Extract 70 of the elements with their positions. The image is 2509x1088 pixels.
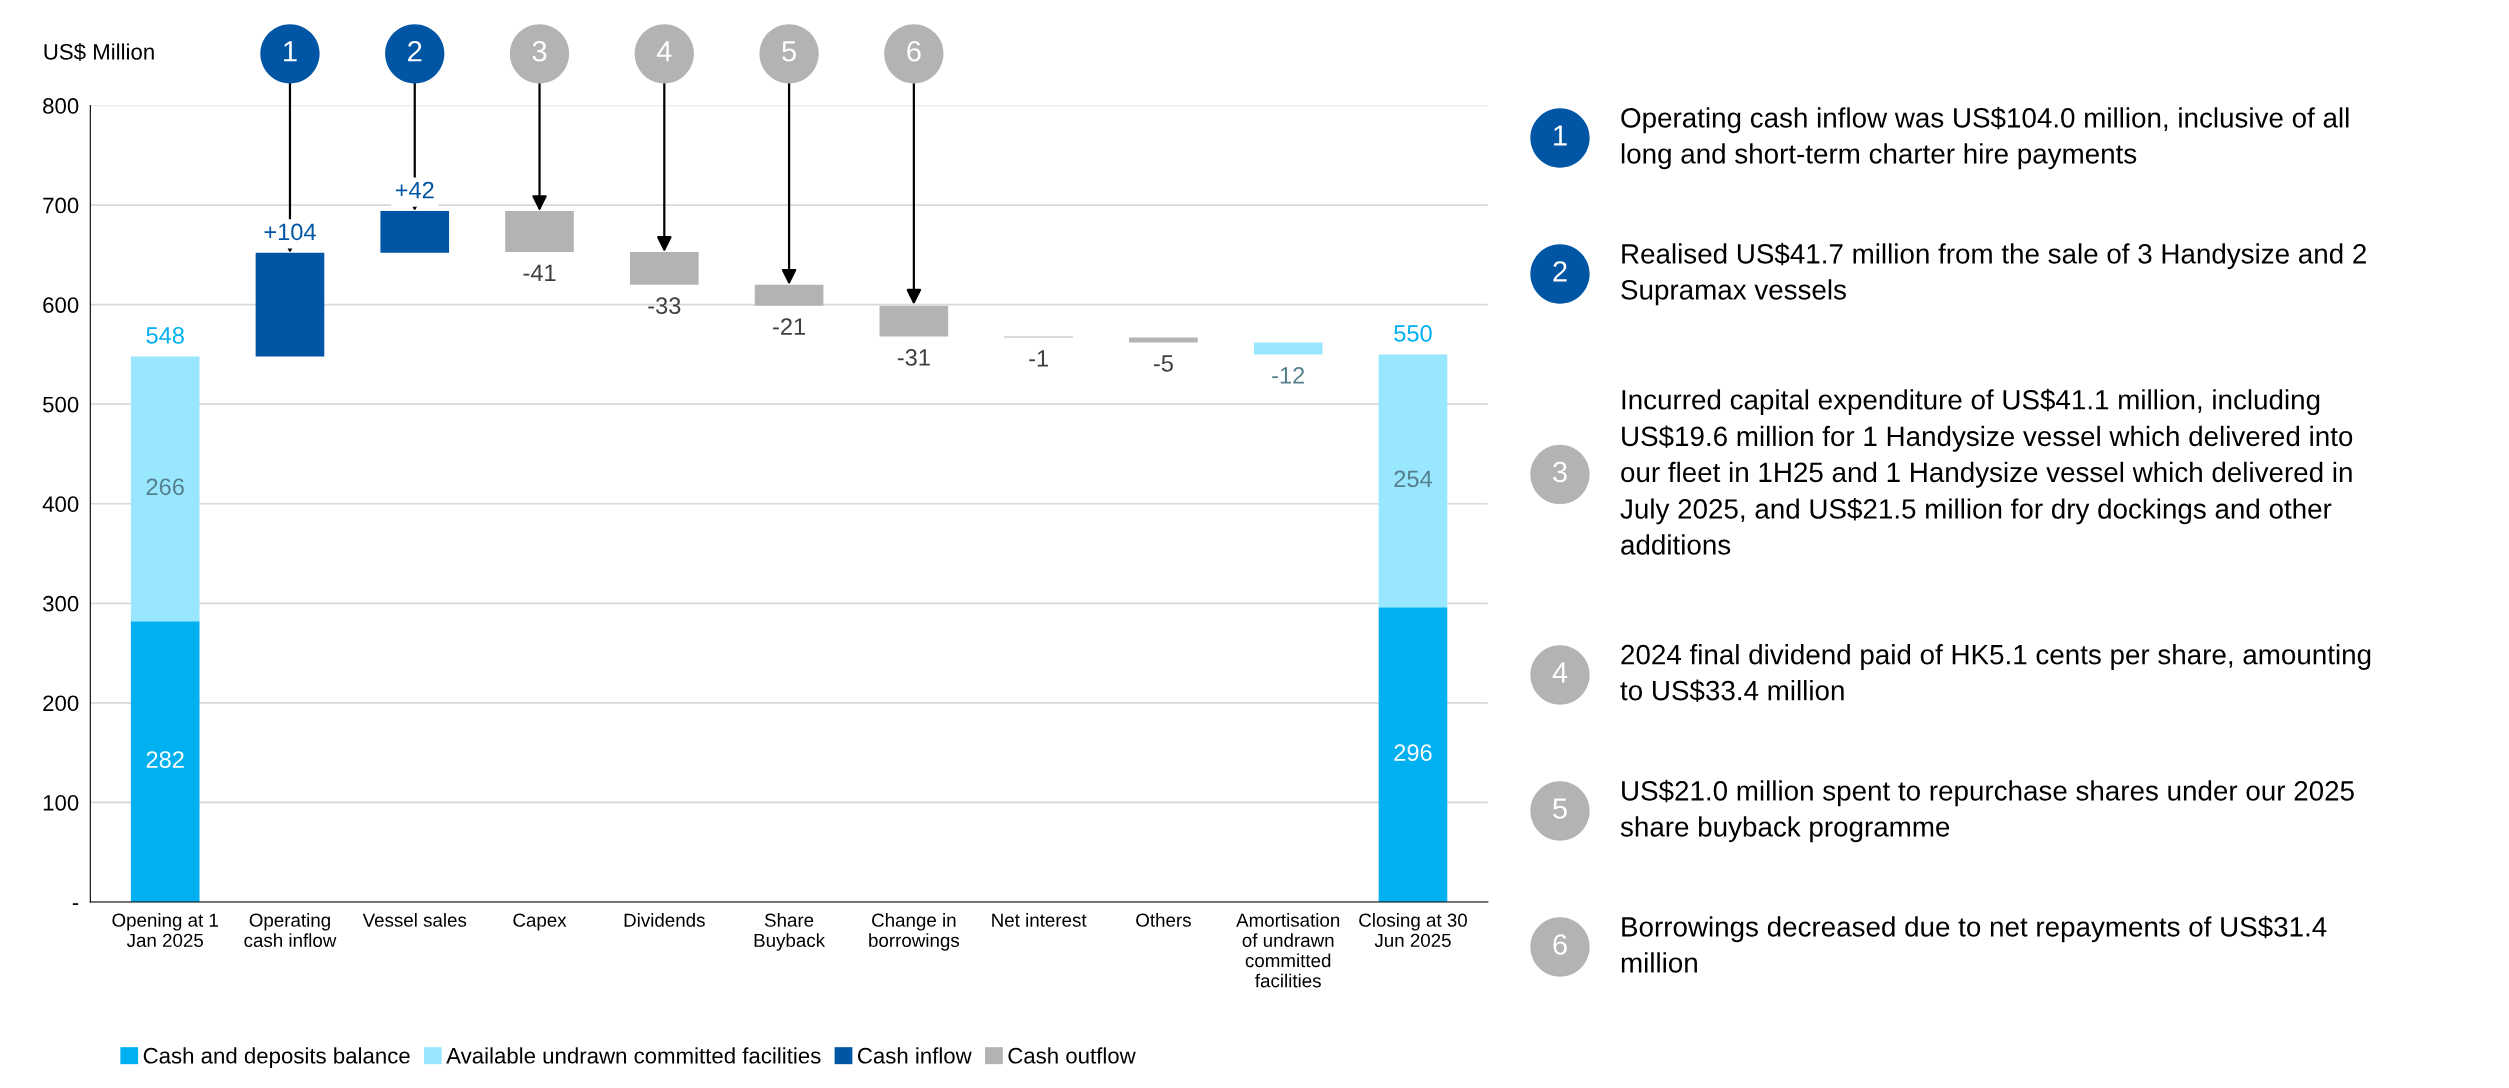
annotation: 6 bbox=[907, 40, 921, 62]
legend-label: Cash inflow bbox=[857, 1047, 972, 1064]
text: Incurred capital expenditure of US$41.1 million, including US$19.6 million for 1 Handysize vessel which delivered into our fleet in 1H25 and 1 Handysize vessel which delivered in July 2025, and US$21.5 million for dry dockings and other additions bbox=[1620, 388, 2353, 555]
text: 5 bbox=[1553, 798, 1567, 819]
text: 2 bbox=[1553, 261, 1567, 282]
bar bbox=[1129, 337, 1198, 343]
x-tick-label: Others bbox=[1136, 913, 1191, 927]
y-tick-label: - bbox=[72, 903, 79, 905]
x-tick-label: Closing at 30 Jun 2025 bbox=[1359, 913, 1467, 948]
bar bbox=[130, 356, 200, 622]
data-label: +42 bbox=[395, 181, 434, 199]
data-label: -33 bbox=[648, 297, 681, 315]
data-label: +104 bbox=[264, 223, 316, 241]
y-tick-label: 800 bbox=[43, 98, 79, 114]
y-tick-label: 100 bbox=[43, 794, 79, 811]
text: 6 bbox=[1553, 934, 1567, 955]
data-label: -21 bbox=[773, 318, 805, 335]
text: 1 bbox=[1554, 125, 1567, 146]
data-label: 266 bbox=[146, 478, 184, 496]
x-tick-label: Opening at 1 Jan 2025 bbox=[112, 913, 218, 948]
total-label: 550 bbox=[1394, 325, 1432, 342]
data-label: 254 bbox=[1394, 470, 1432, 488]
legend-label: Available undrawn committed facilities bbox=[446, 1047, 821, 1064]
data-label: -1 bbox=[1029, 350, 1048, 367]
annotation: 4 bbox=[656, 41, 672, 62]
bar bbox=[629, 251, 699, 285]
annotation: 3 bbox=[532, 40, 547, 62]
text: Operating cash inflow was US$104.0 million, inclusive of all long and short-term charter hire payments bbox=[1621, 106, 2349, 170]
bar bbox=[380, 211, 450, 253]
x-tick-label: Dividends bbox=[624, 913, 705, 927]
annotation: 5 bbox=[782, 41, 796, 62]
y-tick-label: 500 bbox=[43, 396, 79, 413]
y-tick-label: 300 bbox=[42, 595, 79, 612]
data-label: -12 bbox=[1272, 366, 1305, 384]
x-tick-label: Capex bbox=[513, 913, 567, 931]
y-tick-label: 400 bbox=[42, 496, 79, 513]
annotation: 1 bbox=[284, 41, 297, 62]
bar bbox=[754, 284, 824, 306]
x-tick-label: Vessel sales bbox=[362, 913, 467, 927]
y-axis-title: US$ Million bbox=[44, 43, 154, 62]
data-label: -41 bbox=[523, 264, 556, 281]
data-label: -31 bbox=[897, 349, 930, 366]
x-tick-label: Change in borrowings bbox=[869, 913, 960, 951]
y-tick-label: 600 bbox=[43, 297, 79, 313]
bar bbox=[130, 621, 200, 902]
bar bbox=[505, 211, 574, 252]
bar bbox=[879, 305, 949, 337]
legend-label: Cash outflow bbox=[1008, 1047, 1136, 1064]
x-tick-label: Amortisation of undrawn committed facilities bbox=[1236, 913, 1340, 988]
annotation: 2 bbox=[408, 40, 422, 62]
data-label: -5 bbox=[1153, 355, 1173, 372]
text: US$21.0 million spent to repurchase shares under our 2025 share buyback programme bbox=[1620, 779, 2354, 843]
text: 3 bbox=[1553, 461, 1567, 483]
x-tick-label: Share Buyback bbox=[754, 913, 826, 951]
text: Borrowings decreased due to net repayments of US$31.4 million bbox=[1621, 915, 2327, 973]
total-label: 548 bbox=[146, 327, 184, 344]
text: Realised US$41.7 million from the sale of 3 Handysize and 2 Supramax vessels bbox=[1621, 242, 2366, 306]
bar bbox=[1378, 354, 1448, 608]
y-tick-label: 700 bbox=[43, 197, 79, 214]
legend-label: Cash and deposits balance bbox=[143, 1047, 410, 1068]
text: 2024 final dividend paid of HK5.1 cents per share, amounting to US$33.4 million bbox=[1620, 644, 2371, 703]
x-tick-label: Net interest bbox=[992, 913, 1087, 927]
bar bbox=[255, 252, 325, 357]
text: 4 bbox=[1552, 662, 1568, 683]
y-tick-label: 200 bbox=[43, 695, 79, 712]
x-tick-label: Operating cash inflow bbox=[244, 913, 337, 948]
bar bbox=[1378, 607, 1448, 902]
data-label: 296 bbox=[1394, 744, 1432, 761]
data-label: 282 bbox=[146, 751, 184, 768]
bar bbox=[1253, 342, 1323, 355]
